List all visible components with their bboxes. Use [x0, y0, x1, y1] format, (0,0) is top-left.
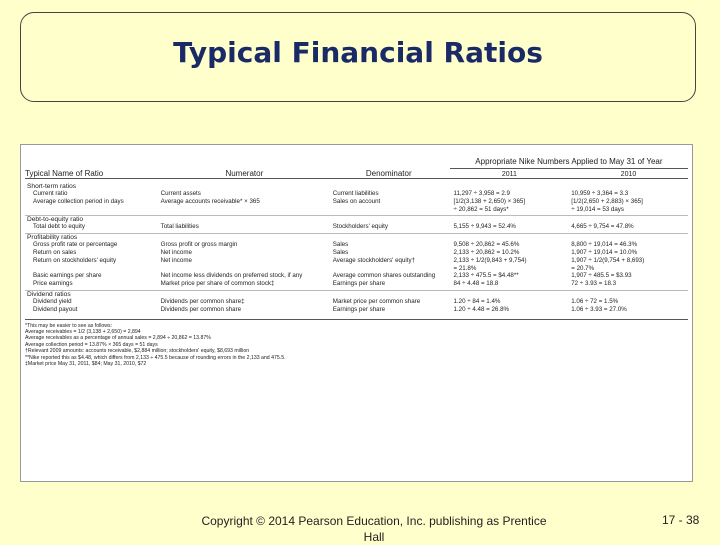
- table-cell: 1,907 ÷ 1/2(9,754 + 8,693): [571, 256, 645, 264]
- table-header: Typical Name of Ratio Numerator Denomina…: [25, 148, 688, 179]
- table-cell: ÷ 20,862 = 51 days*: [453, 205, 509, 213]
- table-cell: 8,800 ÷ 19,014 = 46.3%: [571, 241, 638, 249]
- table-cell: Total liabilities: [160, 223, 199, 231]
- table-cell: Net income: [160, 248, 192, 256]
- table-cell: 2,133 ÷ 1/2(9,843 + 9,754): [453, 256, 527, 264]
- header-year-2011: 2011: [501, 171, 517, 178]
- copyright-text: Copyright © 2014 Pearson Education, Inc.…: [201, 514, 547, 544]
- table-body: Short-term ratios Current ratio Current as…: [25, 183, 688, 314]
- footnote: †Relevant 2009 amounts: accounts receiva…: [25, 348, 250, 355]
- table-row: = 21.8% = 20.7%: [25, 265, 688, 273]
- table-row: Return on stockholders' equity Net income…: [25, 257, 688, 265]
- table-cell: 2,133 ÷ 475.5 = $4.48**: [453, 272, 519, 280]
- section-title: Short-term ratios: [27, 183, 77, 190]
- section-title: Debt-to-equity ratio: [25, 215, 688, 223]
- header-group: Appropriate Nike Numbers Applied to May …: [449, 157, 688, 178]
- table-row: Dividend yield Dividends per common share…: [25, 298, 688, 306]
- table-row: Return on sales Net income Sales 2,133 ÷ 20…: [25, 249, 688, 257]
- table-cell: Return on stockholders' equity: [33, 256, 117, 264]
- header-group-title: Appropriate Nike Numbers Applied to May …: [449, 157, 688, 169]
- header-year-2010: 2010: [620, 171, 637, 178]
- table-cell: 84 ÷ 4.48 = 18.8: [453, 280, 499, 288]
- table-cell: Net income: [160, 256, 192, 264]
- table-cell: 4,665 ÷ 9,754 = 47.8%: [571, 223, 634, 231]
- footnote: Average collection period = 13.87% × 365…: [25, 341, 158, 348]
- header-denominator: Denominator: [365, 169, 412, 178]
- table-cell: Current ratio: [33, 190, 68, 197]
- table-cell: [33, 206, 161, 214]
- table-cell: Market price per common share: [332, 297, 421, 305]
- table-cell: Sales: [332, 241, 349, 249]
- table-cell: Average collection period in days: [33, 197, 124, 205]
- table-cell: Earnings per share: [332, 280, 386, 288]
- table-cell: 72 ÷ 3.93 = 18.3: [571, 280, 617, 288]
- table-cell: Gross profit rate or percentage: [33, 241, 118, 249]
- table-cell: Market price per share of common stock‡: [160, 280, 275, 288]
- table-cell: 1.20 ÷ 84 = 1.4%: [453, 297, 501, 305]
- table-cell: 11,297 ÷ 3,958 = 2.9: [453, 190, 510, 197]
- header-numerator: Numerator: [225, 169, 264, 178]
- table-cell: Dividend yield: [33, 297, 72, 305]
- table-cell: Average stockholders' equity†: [332, 256, 416, 264]
- table-cell: Dividends per common share‡: [160, 297, 245, 305]
- table-cell: Sales on account: [332, 197, 381, 205]
- table-cell: 2,133 ÷ 20,862 = 10.2%: [453, 248, 520, 256]
- table-cell: Gross profit or gross margin: [160, 241, 238, 249]
- table-row: Basic earnings per share Net income less …: [25, 272, 688, 280]
- header-name: Typical Name of Ratio: [25, 169, 104, 178]
- table-cell: [161, 206, 333, 214]
- table-row: Current ratio Current assets Current liabi…: [25, 190, 688, 198]
- table-cell: 1.06 ÷ 72 = 1.5%: [571, 297, 619, 305]
- table-row: Price earnings Market price per share of …: [25, 280, 688, 288]
- table-cell: Net income less dividends on preferred s…: [160, 272, 303, 280]
- table-cell: [33, 265, 161, 273]
- section-title: Dividend ratios: [25, 289, 688, 298]
- ratio-table: Typical Name of Ratio Numerator Denomina…: [20, 144, 693, 482]
- table-cell: [161, 265, 333, 273]
- table-cell: 1.06 ÷ 3.93 = 27.0%: [571, 305, 627, 313]
- table-cell: = 20.7%: [571, 264, 595, 272]
- page-number: 17 - 38: [662, 513, 700, 527]
- table-cell: 5,155 ÷ 9,943 = 52.4%: [453, 223, 516, 231]
- table-cell: Stockholders' equity: [332, 223, 388, 231]
- footnote: *This may be easier to see as follows:: [25, 322, 113, 329]
- table-cell: Average accounts receivable* × 365: [160, 197, 260, 205]
- table-cell: Return on sales: [33, 248, 77, 256]
- table-row: Average collection period in days Average…: [25, 198, 688, 206]
- table-cell: [1/2(2,650 + 2,883) × 365]: [571, 197, 643, 205]
- table-cell: [333, 265, 454, 273]
- title-box: Typical Financial Ratios: [20, 12, 696, 102]
- slide-title: Typical Financial Ratios: [173, 35, 543, 69]
- table-row: Total debt to equity Total liabilities Sto…: [25, 223, 688, 231]
- table-footnotes: *This may be easier to see as follows: Av…: [25, 318, 688, 368]
- table-cell: Earnings per share: [332, 305, 386, 313]
- table-row: Dividend payout Dividends per common shar…: [25, 306, 688, 314]
- table-cell: Dividends per common share: [160, 305, 242, 313]
- table-cell: Price earnings: [33, 280, 73, 288]
- table-cell: [333, 206, 454, 214]
- table-cell: Sales: [332, 248, 349, 256]
- table-cell: [1/2(3,138 + 2,650) × 365]: [453, 197, 526, 205]
- table-cell: Average common shares outstanding: [332, 272, 436, 280]
- table-cell: Dividend payout: [33, 305, 78, 313]
- table-cell: Current liabilities: [332, 190, 379, 197]
- table-cell: Total debt to equity: [33, 223, 85, 231]
- table-cell: = 21.8%: [453, 264, 477, 272]
- table-row: Gross profit rate or percentage Gross pro…: [25, 241, 688, 249]
- table-cell: Current assets: [160, 190, 201, 197]
- table-cell: 1,907 ÷ 19,014 = 10.0%: [571, 248, 638, 256]
- footnote: **Nike reported this as $4.48, which dif…: [25, 354, 286, 361]
- table-cell: ÷ 19,014 = 53 days: [571, 205, 624, 213]
- footnote: Average receivables as a percentage of a…: [25, 335, 211, 342]
- footnote: Average receivables = 1/2 (3,138 + 2,650…: [25, 328, 141, 335]
- table-cell: 10,959 ÷ 3,364 = 3.3: [571, 190, 629, 197]
- table-cell: 1.20 ÷ 4.48 = 26.8%: [453, 305, 510, 313]
- section-title: Profitability ratios: [25, 233, 688, 241]
- table-cell: 1,907 ÷ 485.5 = $3.93: [571, 272, 632, 280]
- footnote: ‡Market price May 31, 2011, $84; May 31,…: [25, 361, 147, 367]
- table-cell: Basic earnings per share: [33, 272, 102, 280]
- table-row: ÷ 20,862 = 51 days* ÷ 19,014 = 53 days: [25, 206, 688, 214]
- table-cell: 9,508 ÷ 20,862 = 45.6%: [453, 241, 520, 249]
